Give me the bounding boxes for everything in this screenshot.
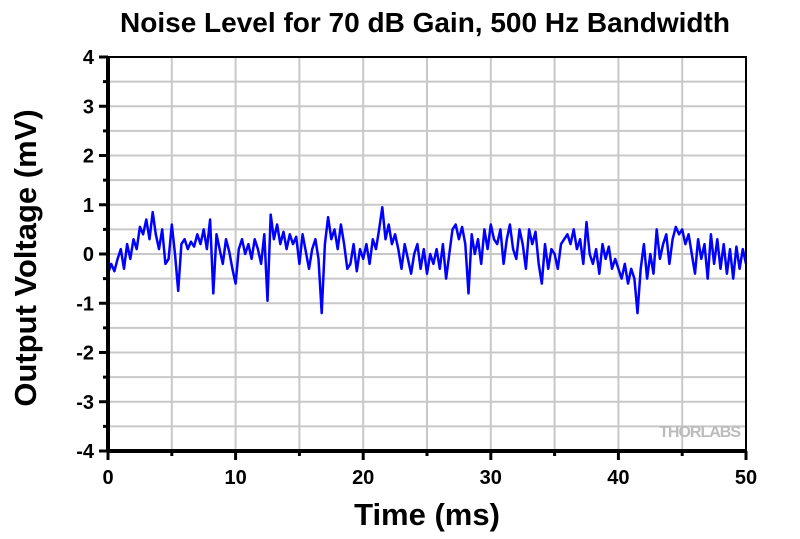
y-tick-label: -4 <box>76 441 95 463</box>
x-tick-label: 50 <box>735 467 757 489</box>
y-tick-label: -1 <box>76 293 94 315</box>
y-tick-label: -2 <box>76 343 94 365</box>
x-tick-label: 40 <box>607 467 629 489</box>
axes <box>99 55 748 460</box>
y-tick-label: 0 <box>83 244 94 266</box>
y-tick-label: 4 <box>83 47 95 69</box>
x-tick-label: 10 <box>224 467 246 489</box>
x-tick-label: 30 <box>480 467 502 489</box>
y-axis-label: Output Voltage (mV) <box>8 109 43 406</box>
x-tick-label: 0 <box>102 467 113 489</box>
y-tick-label: -3 <box>76 392 94 414</box>
y-tick-label: 2 <box>83 146 94 168</box>
watermark: THORLABS <box>659 424 741 441</box>
grid <box>108 57 746 451</box>
y-tick-label: 3 <box>83 96 94 118</box>
x-axis-label: Time (ms) <box>354 497 500 532</box>
y-tick-label: 1 <box>83 195 94 217</box>
chart-title: Noise Level for 70 dB Gain, 500 Hz Bandw… <box>120 7 730 38</box>
x-tick-label: 20 <box>352 467 374 489</box>
series-line-noise <box>106 205 748 315</box>
